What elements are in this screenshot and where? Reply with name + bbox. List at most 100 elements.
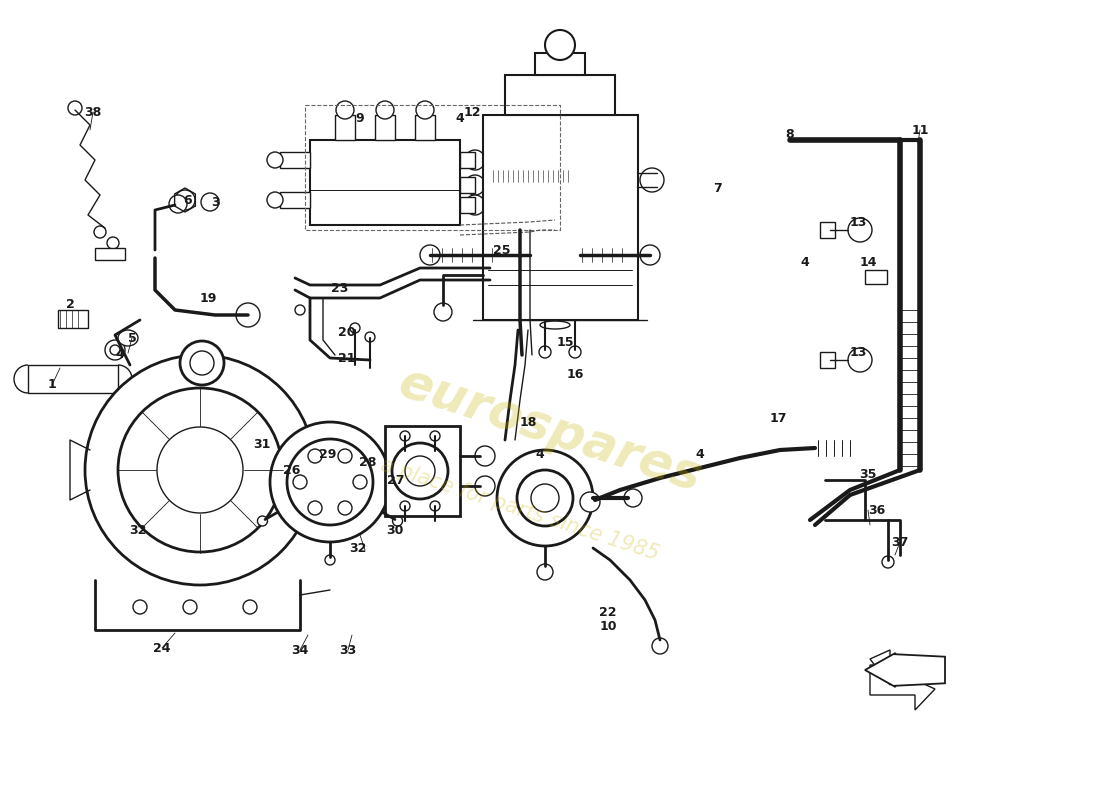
Text: 25: 25 [493, 243, 510, 257]
Text: 20: 20 [339, 326, 355, 338]
Circle shape [169, 195, 187, 213]
Text: 12: 12 [463, 106, 481, 118]
Text: 16: 16 [566, 367, 584, 381]
Circle shape [353, 475, 367, 489]
Circle shape [338, 449, 352, 463]
Bar [280, 152, 310, 168]
Circle shape [175, 190, 195, 210]
Text: 19: 19 [199, 291, 217, 305]
Circle shape [544, 30, 575, 60]
Text: 22: 22 [600, 606, 617, 618]
Circle shape [539, 346, 551, 358]
Circle shape [569, 346, 581, 358]
Bar [505, 75, 615, 115]
Text: 24: 24 [153, 642, 170, 654]
Circle shape [527, 168, 543, 184]
Text: a place for parts since 1985: a place for parts since 1985 [378, 455, 662, 565]
Text: 35: 35 [859, 469, 877, 482]
Text: 5: 5 [128, 331, 136, 345]
Text: 11: 11 [911, 123, 928, 137]
Text: 4: 4 [695, 449, 704, 462]
Circle shape [293, 475, 307, 489]
Circle shape [190, 351, 214, 375]
Circle shape [465, 150, 485, 170]
Circle shape [295, 305, 305, 315]
Circle shape [416, 101, 434, 119]
Circle shape [157, 427, 243, 513]
Text: 1: 1 [47, 378, 56, 391]
Circle shape [68, 101, 82, 115]
Text: 18: 18 [519, 415, 537, 429]
Text: 14: 14 [859, 255, 877, 269]
Circle shape [566, 168, 583, 184]
Circle shape [350, 323, 360, 333]
Text: 28: 28 [360, 455, 376, 469]
Text: 37: 37 [891, 535, 909, 549]
Circle shape [430, 431, 440, 441]
Text: 4: 4 [536, 449, 544, 462]
Circle shape [465, 175, 485, 195]
Circle shape [133, 600, 147, 614]
Text: 23: 23 [331, 282, 349, 294]
Text: 31: 31 [253, 438, 271, 451]
Text: 27: 27 [387, 474, 405, 486]
Text: 32: 32 [350, 542, 366, 554]
Bar [28, 365, 118, 393]
Bar [460, 177, 475, 193]
Circle shape [430, 501, 440, 511]
Text: 36: 36 [868, 503, 886, 517]
Circle shape [531, 484, 559, 512]
Circle shape [465, 195, 485, 215]
Text: 4: 4 [116, 349, 124, 362]
Bar [530, 170, 575, 182]
Circle shape [420, 245, 440, 265]
Circle shape [400, 501, 410, 511]
Circle shape [308, 501, 322, 515]
Text: 10: 10 [600, 619, 617, 633]
Text: 4: 4 [455, 111, 464, 125]
Circle shape [201, 193, 219, 211]
Circle shape [405, 456, 435, 486]
Text: eurospares: eurospares [393, 358, 707, 502]
Text: 17: 17 [769, 411, 786, 425]
Polygon shape [865, 653, 945, 687]
Circle shape [336, 101, 354, 119]
Circle shape [338, 501, 352, 515]
Circle shape [848, 218, 872, 242]
Text: 3: 3 [211, 195, 219, 209]
Circle shape [652, 638, 668, 654]
Text: 2: 2 [66, 298, 75, 311]
Circle shape [640, 245, 660, 265]
Circle shape [376, 101, 394, 119]
Text: 29: 29 [319, 449, 337, 462]
Text: 6: 6 [184, 194, 192, 206]
Bar [820, 352, 835, 368]
Polygon shape [870, 665, 935, 710]
Circle shape [107, 237, 119, 249]
Polygon shape [870, 650, 935, 685]
Text: 8: 8 [785, 129, 794, 142]
Ellipse shape [540, 321, 570, 329]
Circle shape [236, 303, 260, 327]
Circle shape [243, 600, 257, 614]
Text: 15: 15 [557, 335, 574, 349]
Text: 4: 4 [801, 255, 810, 269]
Text: 21: 21 [339, 351, 355, 365]
Circle shape [85, 355, 315, 585]
Circle shape [180, 341, 224, 385]
Circle shape [267, 192, 283, 208]
Bar [336, 115, 355, 140]
Circle shape [270, 422, 390, 542]
Bar [95, 248, 125, 260]
Circle shape [392, 443, 448, 499]
Bar [385, 426, 460, 516]
Bar [280, 192, 310, 208]
Bar [535, 53, 585, 75]
Bar [310, 140, 460, 225]
Text: 13: 13 [849, 215, 867, 229]
Text: 13: 13 [849, 346, 867, 358]
Circle shape [104, 340, 125, 360]
Circle shape [882, 556, 894, 568]
Text: 32: 32 [130, 523, 146, 537]
Circle shape [400, 431, 410, 441]
